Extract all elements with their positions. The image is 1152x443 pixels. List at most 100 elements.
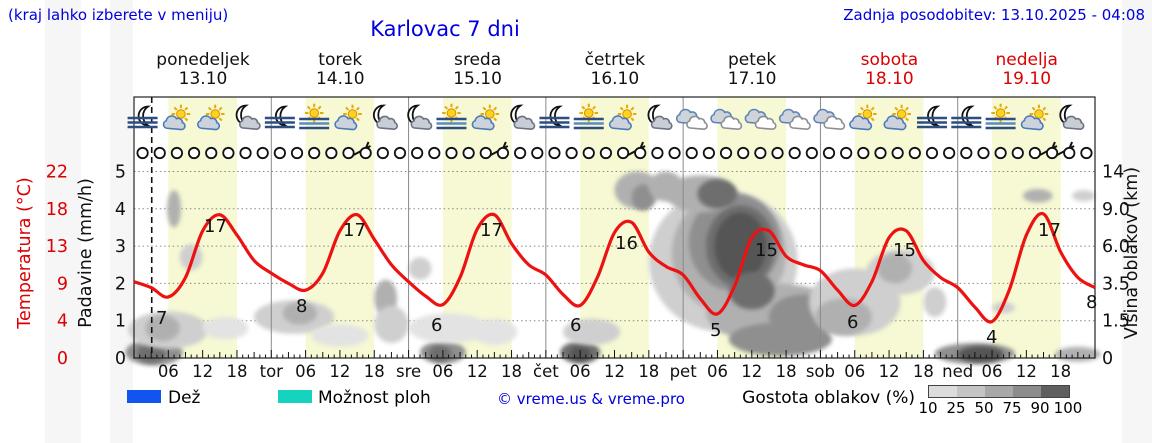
cloud-blob bbox=[563, 318, 621, 345]
sun-ray bbox=[218, 117, 223, 122]
day-name: petek bbox=[728, 50, 777, 70]
cloud-cover-circle bbox=[496, 146, 510, 160]
cloud-shape bbox=[650, 115, 673, 131]
temp-tick-label: 0 bbox=[57, 349, 68, 369]
sun-ray bbox=[207, 106, 212, 111]
weather-icon-moon-cloud bbox=[647, 104, 673, 131]
left-axis-precip-label: Padavine (mm/h) bbox=[76, 178, 96, 328]
sun-disc bbox=[583, 108, 594, 118]
sun-ray bbox=[482, 106, 487, 111]
sun-ray bbox=[630, 106, 635, 111]
moon-crescent bbox=[961, 105, 975, 127]
cloud-shape bbox=[823, 115, 846, 131]
temp-extreme-label: 16 bbox=[615, 233, 638, 254]
sun-ray bbox=[355, 117, 360, 122]
weather-icon-sun-cloud bbox=[1020, 104, 1049, 131]
temp-extreme-label: 17 bbox=[204, 216, 227, 237]
temperature-line bbox=[133, 211, 1096, 324]
weather-icon-moon-fog bbox=[539, 105, 570, 129]
cloud-cover-circle bbox=[857, 146, 870, 160]
cloud-cover-circle bbox=[411, 146, 424, 160]
cloud-shape bbox=[376, 115, 398, 131]
cloud-cover-circle bbox=[822, 146, 836, 160]
temp-extreme-label: 6 bbox=[847, 312, 858, 333]
weather-icon-moon-cloud bbox=[1059, 104, 1085, 131]
cloud-blob bbox=[145, 315, 180, 342]
cloud-height-tick-label: 9.0 bbox=[1102, 200, 1130, 220]
cloud-cover-circle bbox=[153, 146, 166, 160]
cloud-blob bbox=[282, 302, 318, 325]
bg-strip-left-1 bbox=[45, 0, 81, 443]
temp-tick-label: 9 bbox=[57, 274, 68, 294]
x-axis-label: 18 bbox=[364, 362, 385, 381]
cloud-blob bbox=[728, 322, 832, 357]
x-axis-label: 18 bbox=[913, 362, 934, 381]
cloud-shape bbox=[1020, 115, 1044, 131]
day-name: sreda bbox=[453, 50, 502, 70]
copyright-link[interactable]: © vreme.us & vreme.pro bbox=[497, 390, 685, 408]
cloud-cover-circle bbox=[222, 146, 235, 160]
cloud-cover-circle bbox=[977, 146, 990, 160]
sun-ray bbox=[905, 106, 909, 111]
day-date: 18.10 bbox=[865, 69, 914, 89]
sun-ray bbox=[1042, 106, 1047, 111]
day-header-13.10: ponedeljek 13.10 bbox=[135, 51, 272, 89]
temp-tick-label: 18 bbox=[46, 200, 68, 220]
sun-disc bbox=[622, 109, 632, 119]
sun-disc bbox=[1034, 109, 1044, 119]
temp-extreme-label: 8 bbox=[296, 296, 307, 317]
cloud-cover-circle bbox=[514, 146, 527, 160]
cloud-shape bbox=[513, 115, 536, 131]
cloud-density-scale-value: 90 bbox=[1030, 399, 1050, 417]
cloud-blob bbox=[814, 298, 872, 336]
day-name: četrtek bbox=[584, 50, 646, 70]
x-axis-labels: 06 12 18 tor 06 12 18 sre 06 12 18 čet 06 12 18 pet 06 12… bbox=[158, 362, 1071, 381]
cloud-cover-circle bbox=[668, 146, 681, 160]
x-axis-label: čet bbox=[533, 362, 559, 381]
weather-icon-moon-fog bbox=[916, 105, 947, 129]
cloud-cover-circle bbox=[531, 146, 544, 160]
x-axis-label: 18 bbox=[776, 362, 797, 381]
x-axis-label: 18 bbox=[1050, 362, 1071, 381]
sun-ray bbox=[493, 117, 498, 122]
day-name: sobota bbox=[860, 50, 919, 70]
weather-icon-cloud bbox=[675, 108, 708, 131]
page-title: Karlovac 7 dni bbox=[370, 17, 520, 41]
cloud-density-scale-value: 75 bbox=[1002, 399, 1022, 417]
day-name: ponedeljek bbox=[156, 50, 250, 70]
cloud-cover-circle bbox=[1045, 146, 1059, 160]
temp-extreme-label: 17 bbox=[1038, 220, 1061, 241]
cloud-cover-circle bbox=[548, 146, 561, 160]
weather-icon-sun-cloud bbox=[471, 104, 500, 131]
weather-icon-sun-fog bbox=[985, 103, 1016, 130]
cloud-cover-circle bbox=[788, 146, 801, 160]
cloud-cover-circle bbox=[943, 146, 956, 160]
sun-ray bbox=[184, 106, 189, 111]
cloud-shape bbox=[197, 115, 221, 131]
day-name: nedelja bbox=[995, 50, 1058, 70]
rain-legend-label: Dež bbox=[168, 388, 201, 408]
showers-legend-label: Možnost ploh bbox=[318, 388, 431, 408]
right-axis-cloud-height-label: Višina oblakov (km) bbox=[1122, 167, 1142, 339]
x-axis-label: 06 bbox=[982, 362, 1003, 381]
sun-disc bbox=[210, 109, 221, 119]
cloud-density-scale-segment bbox=[1041, 386, 1069, 397]
precip-tick-label: 2 bbox=[115, 274, 126, 294]
x-axis-label: 06 bbox=[158, 362, 179, 381]
right-axis-tick-labels: 14 9.0 6.0 3.5 1.5 0 bbox=[1102, 163, 1130, 370]
cloud-blob bbox=[728, 272, 775, 310]
cloud-shape bbox=[849, 115, 873, 131]
weather-icon-sun-cloud bbox=[162, 104, 191, 131]
x-axis-label: 18 bbox=[501, 362, 522, 381]
cloud-blob bbox=[374, 305, 409, 344]
x-axis-label: 06 bbox=[844, 362, 865, 381]
x-axis-label: tor bbox=[260, 362, 284, 381]
rain-legend-swatch bbox=[127, 390, 161, 403]
cloud-blob bbox=[428, 345, 452, 362]
cloud-cover-circle bbox=[565, 146, 578, 160]
moon-crescent bbox=[137, 105, 151, 127]
sun-ray bbox=[1042, 117, 1047, 122]
x-axis-label: 18 bbox=[638, 362, 659, 381]
precip-tick-label: 4 bbox=[115, 200, 126, 220]
last-update-label: Zadnja posodobitev: 13.10.2025 - 04:08 bbox=[843, 6, 1145, 24]
